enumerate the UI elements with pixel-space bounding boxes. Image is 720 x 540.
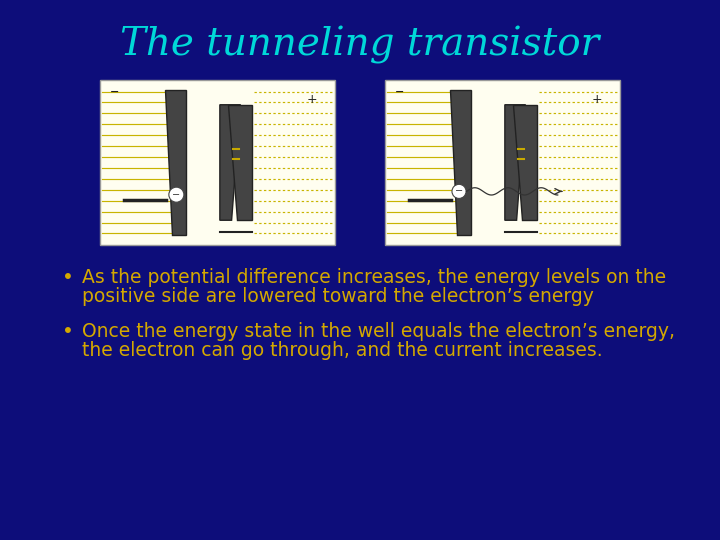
Text: The tunneling transistor: The tunneling transistor — [120, 26, 600, 64]
Text: +: + — [307, 93, 318, 106]
Polygon shape — [449, 90, 471, 235]
Text: +: + — [592, 93, 603, 106]
Text: −: − — [455, 186, 463, 197]
Text: positive side are lowered toward the electron’s energy: positive side are lowered toward the ele… — [82, 287, 594, 306]
Text: −: − — [172, 190, 181, 200]
Text: •: • — [62, 268, 74, 287]
Text: As the potential difference increases, the energy levels on the: As the potential difference increases, t… — [82, 268, 666, 287]
Circle shape — [452, 184, 466, 198]
Polygon shape — [505, 105, 526, 220]
Text: Once the energy state in the well equals the electron’s energy,: Once the energy state in the well equals… — [82, 322, 675, 341]
Bar — [385, 80, 620, 245]
Text: the electron can go through, and the current increases.: the electron can go through, and the cur… — [82, 341, 603, 360]
Text: −: − — [395, 86, 404, 97]
Bar — [100, 80, 335, 245]
Polygon shape — [220, 105, 240, 220]
Circle shape — [169, 187, 184, 202]
Polygon shape — [513, 105, 536, 220]
Polygon shape — [165, 90, 186, 235]
Text: •: • — [62, 322, 74, 341]
Polygon shape — [228, 105, 251, 220]
Text: −: − — [109, 86, 119, 97]
